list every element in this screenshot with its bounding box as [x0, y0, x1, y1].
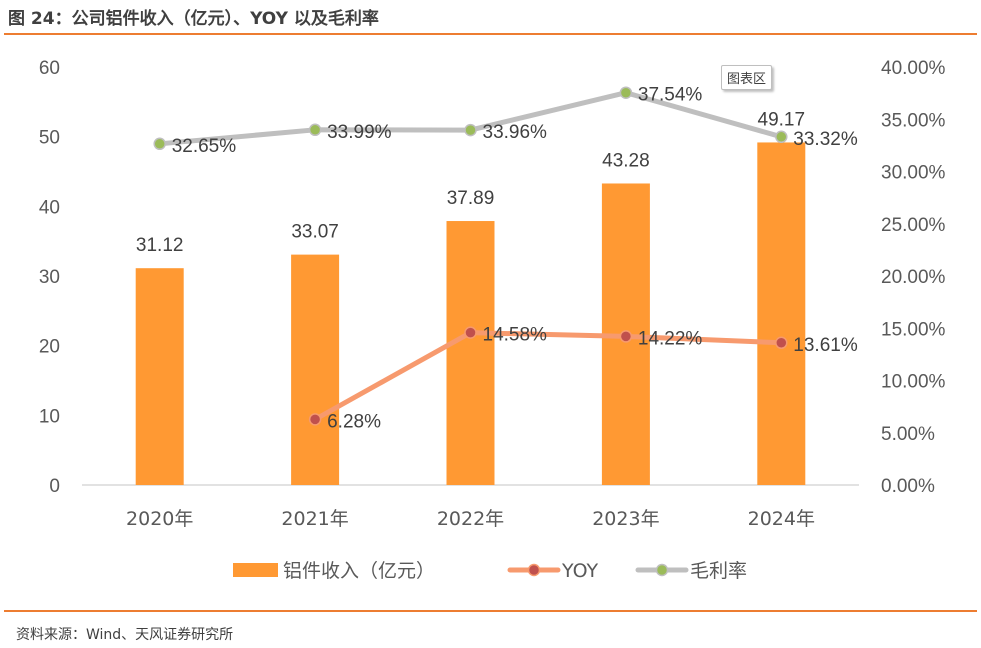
yoy-data-label: 14.22%	[638, 328, 703, 349]
yoy-data-label: 14.58%	[483, 325, 548, 346]
yoy-marker[interactable]	[619, 330, 633, 343]
revenue-data-label: 33.07	[291, 222, 339, 243]
gross-margin-marker[interactable]	[308, 123, 322, 137]
revenue-bar[interactable]	[291, 254, 340, 485]
gross-margin-data-label: 32.65%	[172, 136, 237, 157]
right-tick-label: 0.00%	[881, 476, 935, 497]
revenue-data-label: 43.28	[602, 150, 650, 171]
x-tick-label: 2022年	[437, 508, 504, 530]
yoy-data-label: 6.28%	[327, 411, 381, 432]
yoy-marker[interactable]	[464, 326, 477, 339]
right-tick-label: 10.00%	[881, 372, 946, 393]
revenue-bar[interactable]	[135, 268, 184, 485]
gross-margin-marker[interactable]	[153, 137, 166, 151]
legend-swatch-revenue	[233, 563, 278, 577]
gross-margin-marker[interactable]	[464, 123, 477, 137]
left-tick-label: 30	[39, 267, 60, 288]
gross-margin-data-label: 33.96%	[483, 122, 548, 143]
x-tick-label: 2024年	[748, 508, 815, 530]
right-tick-label: 20.00%	[881, 267, 946, 288]
legend-label-margin: 毛利率	[690, 560, 747, 582]
right-tick-label: 35.00%	[881, 110, 946, 131]
gross-margin-marker[interactable]	[775, 130, 788, 144]
yoy-marker[interactable]	[308, 413, 322, 426]
combo-chart[interactable]: 0 10 20 30 40 50 60 0.00% 5.00% 10.00% 15.00% 20.0…	[0, 0, 981, 610]
revenue-data-label: 49.17	[758, 109, 806, 130]
left-tick-label: 10	[39, 406, 60, 427]
left-tick-label: 50	[39, 128, 60, 149]
legend-swatch-yoy-marker	[527, 563, 541, 577]
x-tick-label: 2020年	[126, 508, 193, 530]
right-tick-label: 15.00%	[881, 319, 946, 340]
legend-swatch-margin-marker	[655, 563, 669, 577]
right-axis: 0.00% 5.00% 10.00% 15.00% 20.00% 25.00% 30.00%…	[881, 58, 946, 497]
left-tick-label: 60	[39, 58, 60, 79]
yoy-series: 6.28% 14.58% 14.22% 13.61%	[308, 325, 858, 432]
revenue-bar[interactable]	[757, 142, 806, 485]
figure-title: 图 24：公司铝件收入（亿元）、YOY 以及毛利率	[8, 9, 379, 29]
source-divider	[4, 610, 977, 612]
right-tick-label: 5.00%	[881, 424, 935, 445]
right-tick-label: 25.00%	[881, 215, 946, 236]
right-tick-label: 40.00%	[881, 58, 946, 79]
revenue-data-label: 37.89	[447, 188, 495, 209]
yoy-marker[interactable]	[775, 336, 788, 350]
source-note: 资料来源：Wind、天风证券研究所	[16, 627, 234, 643]
yoy-line[interactable]	[313, 330, 782, 422]
left-tick-label: 0	[49, 476, 60, 497]
yoy-data-label: 13.61%	[793, 335, 858, 356]
gross-margin-data-label: 37.54%	[638, 85, 703, 106]
x-axis-labels: 2020年 2021年 2022年 2023年 2024年	[126, 508, 815, 530]
legend-label-revenue: 铝件收入（亿元）	[283, 560, 435, 582]
right-tick-label: 30.00%	[881, 163, 946, 184]
left-axis: 0 10 20 30 40 50 60	[39, 58, 60, 497]
revenue-bar[interactable]	[446, 221, 495, 485]
x-tick-label: 2023年	[592, 508, 659, 530]
gross-margin-data-label: 33.32%	[793, 129, 858, 150]
x-tick-label: 2021年	[281, 508, 348, 530]
gross-margin-marker[interactable]	[619, 86, 633, 99]
revenue-data-label: 31.12	[136, 235, 184, 256]
chart-area-tooltip: 图表区	[721, 65, 773, 90]
left-tick-label: 20	[39, 337, 60, 358]
legend-label-yoy: YOY	[561, 560, 598, 582]
title-divider	[4, 33, 977, 35]
revenue-data-labels: 31.12 33.07 37.89 43.28 49.17	[136, 109, 805, 256]
legend: 铝件收入（亿元） YOY 毛利率	[233, 560, 747, 582]
gross-margin-data-label: 33.99%	[327, 122, 392, 143]
left-tick-label: 40	[39, 197, 60, 218]
gross-margin-series: 32.65% 33.99% 33.96% 37.54% 33.32%	[153, 85, 858, 157]
